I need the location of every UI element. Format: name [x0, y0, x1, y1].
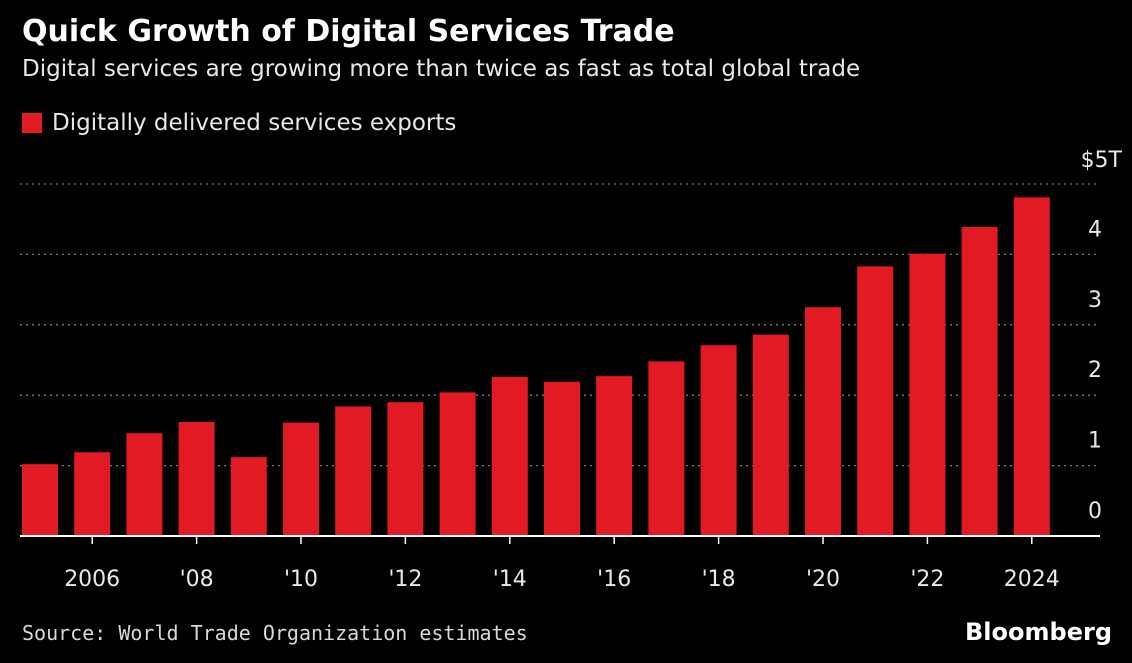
bar — [178, 421, 215, 536]
bar — [544, 381, 580, 536]
x-tick-label: '12 — [388, 567, 422, 592]
bar — [74, 452, 111, 536]
x-tick-label: '10 — [284, 567, 318, 592]
x-tick-label: '22 — [910, 567, 944, 592]
bar-chart: 0 1 2 3 4 $5T 2006 '08 '10 '12 '14 '16 '18 '20 '22 2024 — [20, 148, 1123, 592]
bar — [230, 457, 267, 536]
y-tick-label: 2 — [1088, 358, 1102, 383]
bar — [648, 361, 685, 536]
x-tick-label: '16 — [597, 567, 631, 592]
legend-swatch — [22, 113, 42, 133]
bar — [439, 392, 476, 536]
y-tick-label: 1 — [1088, 429, 1102, 454]
bar — [335, 406, 372, 536]
x-tick-label: '08 — [180, 567, 214, 592]
bar — [491, 376, 528, 536]
bar — [752, 334, 789, 536]
y-tick-label: 0 — [1088, 499, 1102, 524]
bar — [909, 253, 946, 537]
x-tick-label: '20 — [806, 567, 840, 592]
bar — [22, 464, 58, 536]
bar — [700, 345, 737, 536]
legend-label: Digitally delivered services exports — [52, 110, 457, 136]
bar — [126, 433, 163, 536]
bar — [857, 266, 894, 536]
bar — [283, 422, 319, 536]
chart-subtitle: Digital services are growing more than t… — [22, 56, 861, 82]
y-tick-label: 4 — [1088, 217, 1102, 242]
bar — [387, 402, 424, 536]
bar — [961, 226, 998, 536]
bloomberg-logo: Bloomberg — [965, 618, 1112, 646]
x-tick-label: 2006 — [64, 567, 120, 592]
legend: Digitally delivered services exports — [22, 110, 456, 136]
chart-title: Quick Growth of Digital Services Trade — [22, 14, 675, 49]
x-tick-label: '18 — [702, 567, 736, 592]
bar — [805, 307, 841, 536]
source-note: Source: World Trade Organization estimat… — [22, 621, 528, 645]
bar — [1013, 197, 1050, 536]
bar — [596, 376, 633, 536]
x-tick-label: '14 — [493, 567, 527, 592]
y-tick-label: $5T — [1081, 148, 1123, 173]
y-tick-label: 3 — [1088, 288, 1102, 313]
x-tick-label: 2024 — [1004, 567, 1060, 592]
